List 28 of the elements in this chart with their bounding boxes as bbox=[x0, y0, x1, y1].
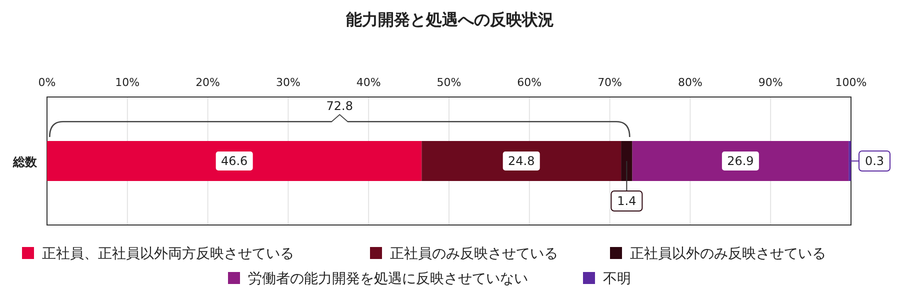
legend-label: 正社員以外のみ反映させている bbox=[630, 246, 826, 262]
bar bbox=[422, 141, 622, 181]
x-tick-label: 30% bbox=[276, 76, 300, 89]
legend-label: 正社員、正社員以外両方反映させている bbox=[42, 246, 294, 262]
bar bbox=[632, 141, 849, 181]
x-tick-label: 80% bbox=[678, 76, 702, 89]
x-tick-label: 70% bbox=[598, 76, 622, 89]
bar bbox=[621, 141, 632, 181]
data-label: 46.6 bbox=[220, 154, 248, 168]
y-tick-label: 総数 bbox=[12, 155, 38, 169]
data-label: 1.4 bbox=[617, 194, 636, 208]
x-tick-label: 20% bbox=[196, 76, 220, 89]
annotation: 72.8 bbox=[326, 99, 354, 113]
x-tick-label: 0% bbox=[38, 76, 56, 89]
x-tick-label: 60% bbox=[517, 76, 542, 89]
x-tick-label: 90% bbox=[758, 76, 783, 89]
data-label: 0.3 bbox=[864, 154, 884, 168]
bar bbox=[47, 141, 422, 181]
x-tick-label: 40% bbox=[356, 76, 381, 89]
data-label: 26.9 bbox=[727, 154, 754, 168]
legend-label: 正社員のみ反映させている bbox=[390, 246, 558, 262]
chart-title: 能力開発と処遇への反映状況 bbox=[346, 10, 554, 29]
legend-label: 労働者の能力開発を処遇に反映させていない bbox=[248, 271, 528, 287]
x-tick-label: 100% bbox=[835, 76, 867, 89]
x-tick-label: 50% bbox=[436, 76, 462, 89]
data-label: 24.8 bbox=[508, 154, 535, 168]
x-tick-label: 10% bbox=[115, 76, 140, 89]
legend-label: 不明 bbox=[603, 271, 631, 287]
